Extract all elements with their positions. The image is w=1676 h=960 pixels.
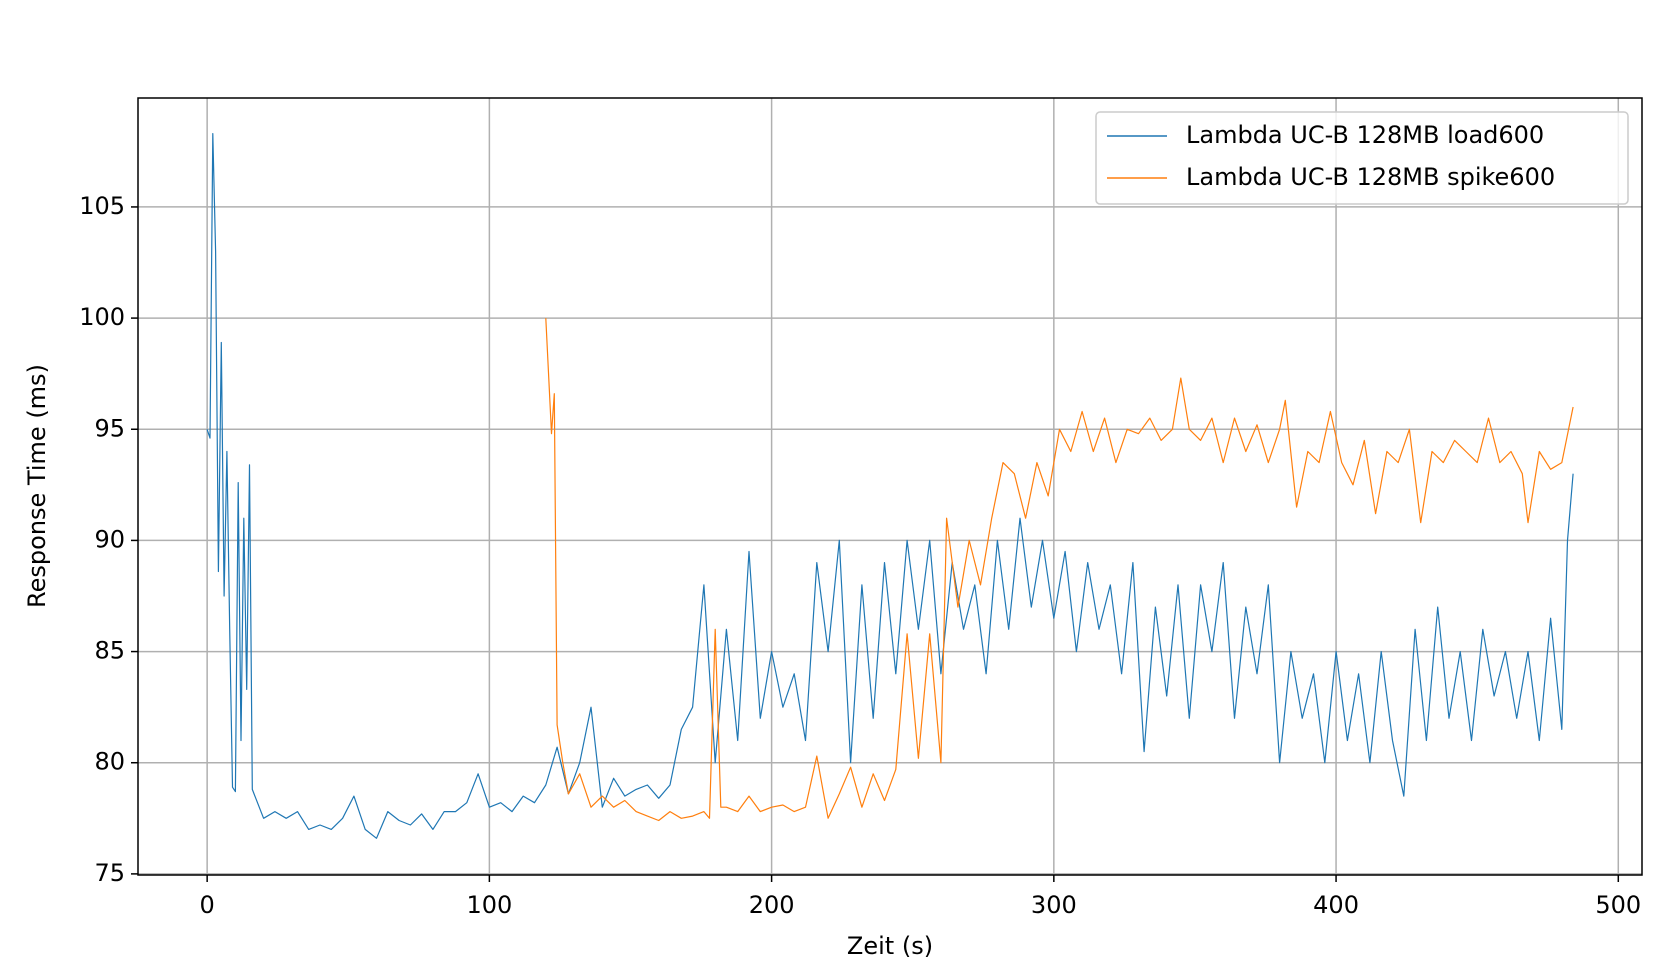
x-axis-label: Zeit (s) (847, 932, 933, 960)
y-tick-label: 100 (79, 303, 125, 331)
y-tick-label: 95 (94, 414, 125, 442)
x-tick-label: 400 (1313, 891, 1359, 919)
series-line (206, 133, 1574, 839)
y-tick-label: 105 (79, 192, 125, 220)
x-tick-label: 200 (749, 891, 795, 919)
legend-label: Lambda UC-B 128MB spike600 (1186, 163, 1555, 191)
x-tick-label: 300 (1031, 891, 1077, 919)
y-tick-label: 85 (94, 637, 125, 665)
y-tick-label: 90 (94, 525, 125, 553)
x-tick-label: 0 (200, 891, 215, 919)
legend-box (1095, 111, 1629, 205)
x-tick-label: 500 (1595, 891, 1641, 919)
y-axis-label: Response Time (ms) (23, 364, 51, 608)
x-tick-label: 100 (466, 891, 512, 919)
plot-frame (137, 97, 1643, 876)
y-tick-label: 80 (94, 748, 125, 776)
series-line (545, 318, 1574, 822)
y-tick-label: 75 (94, 859, 125, 887)
legend-label: Lambda UC-B 128MB load600 (1186, 121, 1544, 149)
